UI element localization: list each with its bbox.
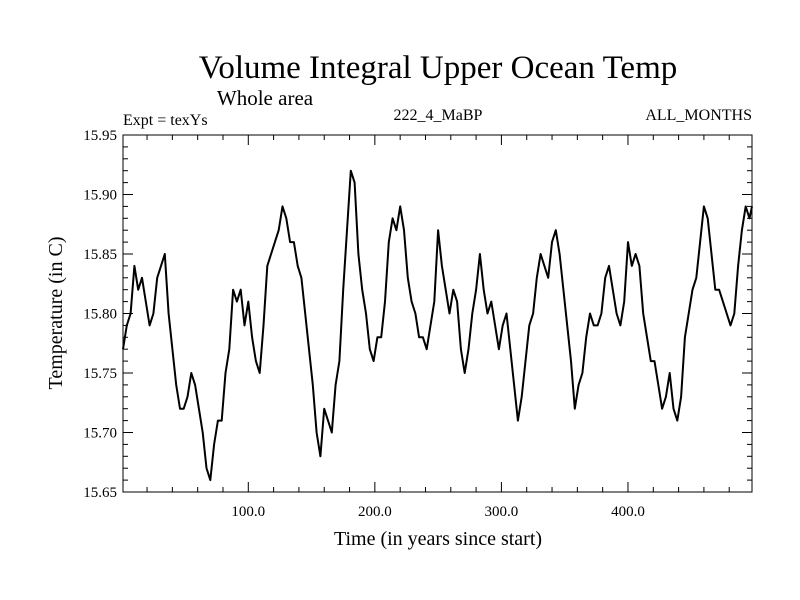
y-tick-label: 15.65 <box>83 485 117 501</box>
x-tick-label: 100.0 <box>231 504 265 520</box>
x-axis-title: Time (in years since start) <box>334 528 542 550</box>
chart-title: Volume Integral Upper Ocean Temp <box>199 50 677 86</box>
x-tick-label: 300.0 <box>485 504 519 520</box>
y-tick-label: 15.70 <box>83 426 117 442</box>
y-tick-label: 15.85 <box>83 247 117 263</box>
y-tick-label: 15.80 <box>83 307 117 323</box>
x-axis-tick-labels: 100.0 200.0 300.0 400.0 <box>231 504 644 520</box>
plot-frame <box>122 134 753 493</box>
y-tick-label: 15.90 <box>83 188 117 204</box>
x-tick-label: 200.0 <box>358 504 392 520</box>
x-axis-ticks <box>146 135 730 492</box>
y-tick-label: 15.95 <box>83 128 117 144</box>
run-label: 222_4_MaBP <box>394 107 483 124</box>
y-tick-label: 15.75 <box>83 366 117 382</box>
temperature-series-line <box>122 169 753 482</box>
y-axis-title: Temperature (in C) <box>45 237 67 390</box>
chart-subtitle: Whole area <box>217 86 314 110</box>
y-axis-tick-labels: 15.65 15.70 15.75 15.80 15.85 15.90 15.95 <box>83 128 117 501</box>
months-label: ALL_MONTHS <box>645 107 752 124</box>
x-tick-label: 400.0 <box>611 504 645 520</box>
experiment-label: Expt = texYs <box>123 112 208 129</box>
